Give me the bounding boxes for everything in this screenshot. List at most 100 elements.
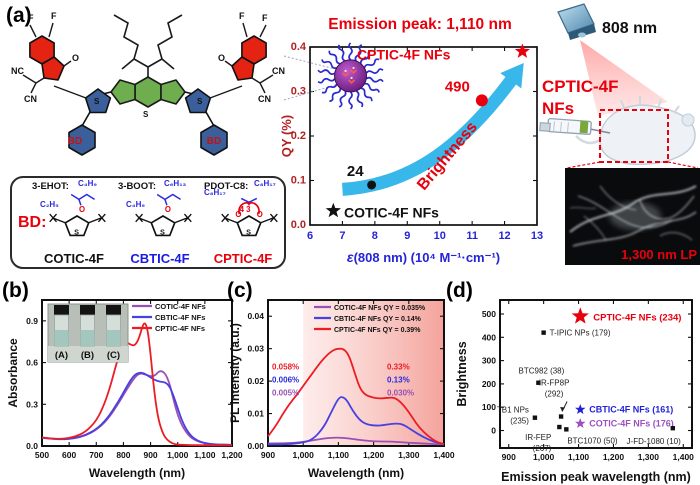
legend-entry: COTIC-4F NFs QY = 0.035% [334, 305, 426, 312]
brightness-scatter-chart: 900 1,000 1,100 1,200 1,300 1,400 0 100 200 300 40… [455, 299, 695, 484]
svg-text:S: S [197, 97, 203, 106]
svg-text:O: O [257, 210, 263, 219]
svg-text:S: S [143, 110, 149, 119]
alkyl-chains [113, 14, 183, 77]
svg-text:1,100: 1,100 [194, 450, 216, 460]
laser-wavelength-label: 808 nm [602, 20, 657, 37]
svg-text:1,200: 1,200 [603, 452, 625, 462]
svg-text:0: 0 [491, 426, 496, 436]
svg-text:O: O [165, 205, 171, 214]
monomer-box: BD: 3-EHOT: C₄H₉ C₂H₅ O S COTIC-4F 3-BOO… [10, 176, 286, 269]
monomer-header: 3-EHOT: [32, 181, 69, 192]
monomer-name: CBTIC-4F [130, 251, 190, 266]
svg-text:1,400: 1,400 [673, 452, 695, 462]
svg-text:13: 13 [531, 230, 543, 242]
sample-label-line2: NFs [542, 99, 574, 118]
vial-label: (B) [81, 350, 94, 361]
svg-text:F: F [28, 13, 34, 23]
absorbance-chart: 500 600 700 800 900 1,000 1,100 1,200 0.0 0.3 0.6 0… [6, 299, 243, 480]
square-marker [558, 414, 564, 419]
svg-text:1,000: 1,000 [293, 450, 315, 460]
star-marker [571, 307, 589, 324]
plot-frame [41, 299, 233, 447]
svg-text:900: 900 [143, 450, 157, 460]
svg-text:0.3: 0.3 [26, 399, 38, 409]
point-label: BTC982 (38) [519, 367, 565, 376]
square-marker [557, 424, 562, 430]
svg-text:0.01: 0.01 [247, 409, 264, 419]
svg-text:600: 600 [62, 450, 76, 460]
structure-connector [283, 55, 335, 70]
monomer-header: 3-BOOT: [118, 181, 156, 192]
laser-beam [580, 40, 668, 116]
point-label: (235) [510, 417, 529, 426]
svg-text:BD: BD [207, 136, 221, 147]
svg-text:300: 300 [482, 356, 496, 366]
svg-text:O: O [235, 210, 241, 219]
point-label: IR-FEP [525, 433, 551, 442]
point-label: IR-FP8P [539, 379, 570, 388]
red-end-groups [22, 22, 274, 99]
side-chain-label: C₈H₁₇ [204, 188, 226, 197]
svg-text:1,100: 1,100 [568, 452, 590, 462]
chart-b-legend: COTIC-4F NFs CBTIC-4F NFs CPTIC-4F NFs [132, 302, 206, 333]
svg-text:800: 800 [116, 450, 130, 460]
qy-annotation-right: 0.33% [387, 363, 410, 372]
side-chain-label: C₂H₅ [40, 200, 59, 209]
svg-text:CN: CN [24, 94, 37, 104]
legend-entry: CBTIC-4F NFs QY = 0.14% [334, 316, 422, 323]
svg-text:0.1: 0.1 [291, 175, 306, 187]
qy-annotation-left: 0.005% [272, 388, 299, 397]
chart-a-title: Emission peak: 1,110 nm [328, 16, 512, 33]
svg-text:1,300: 1,300 [638, 452, 660, 462]
chemical-structure: F F F F O O NC CN CN CN S S S BD BD [11, 11, 285, 156]
thiophene-ring: O S [49, 193, 106, 237]
svg-text:0.4: 0.4 [291, 41, 307, 53]
chart-a-xlabel: ε(808 nm) (10⁴ M⁻¹·cm⁻¹) [347, 249, 500, 265]
svg-text:0.6: 0.6 [26, 358, 38, 368]
star-marker [575, 404, 586, 414]
svg-text:0.9: 0.9 [26, 316, 38, 326]
square-marker [536, 380, 541, 385]
svg-text:1,400: 1,400 [433, 450, 455, 460]
monomer-cbtic: 3-BOOT: C₆H₁₃ C₄H₉ O S CBTIC-4F [118, 178, 202, 267]
point-label: J-FD-1080 (10) [627, 437, 682, 446]
series-cotic-4f-nfs [41, 370, 233, 446]
legend-entry: COTIC-4F NFs [155, 302, 206, 311]
nanoparticle-icon [317, 42, 384, 110]
brightness-arrow-head [500, 62, 524, 89]
svg-text:O: O [72, 53, 79, 63]
svg-text:S: S [94, 97, 100, 106]
roi-dashed-box [599, 109, 669, 163]
svg-text:O: O [79, 205, 85, 214]
series-annotation: COTIC-4F NFs [344, 205, 439, 221]
monomer-name: COTIC-4F [44, 251, 104, 266]
monomer-cptic: PDOT-C8: C₈H₁₇ C₈H₁₇ 4 3 O O S CPTIC-4F [204, 178, 282, 267]
svg-text:0.03: 0.03 [247, 344, 264, 354]
series-cbtic-4f-nfs [41, 371, 233, 446]
svg-text:0.0: 0.0 [291, 219, 306, 231]
svg-text:O: O [218, 53, 225, 63]
svg-text:12: 12 [498, 230, 510, 242]
svg-text:F: F [239, 11, 245, 21]
data-point [475, 94, 488, 107]
svg-text:10: 10 [434, 230, 446, 242]
point-label: CBTIC-4F NFs (161) [589, 405, 673, 415]
panel-a-label: (a) [6, 4, 32, 27]
svg-text:NC: NC [11, 66, 24, 76]
point-label: T-IPIC NPs (179) [550, 329, 611, 338]
vial-photo-inset: (A) (B) (C) [47, 303, 129, 363]
svg-text:0.00: 0.00 [247, 441, 264, 451]
svg-text:8: 8 [372, 230, 378, 242]
panel-b-label: (b) [2, 279, 29, 302]
legend-entry: CPTIC-4F NFs [155, 324, 205, 333]
invivo-imaging-illustration: 808 nm CPTIC-4F NFs [539, 3, 700, 265]
side-chain-label: C₄H₉ [78, 179, 97, 188]
square-marker [670, 425, 675, 431]
plot-frame [267, 299, 445, 447]
square-marker [541, 330, 546, 335]
svg-text:S: S [74, 228, 79, 237]
svg-text:4 3: 4 3 [240, 205, 252, 214]
star-marker [514, 43, 530, 58]
